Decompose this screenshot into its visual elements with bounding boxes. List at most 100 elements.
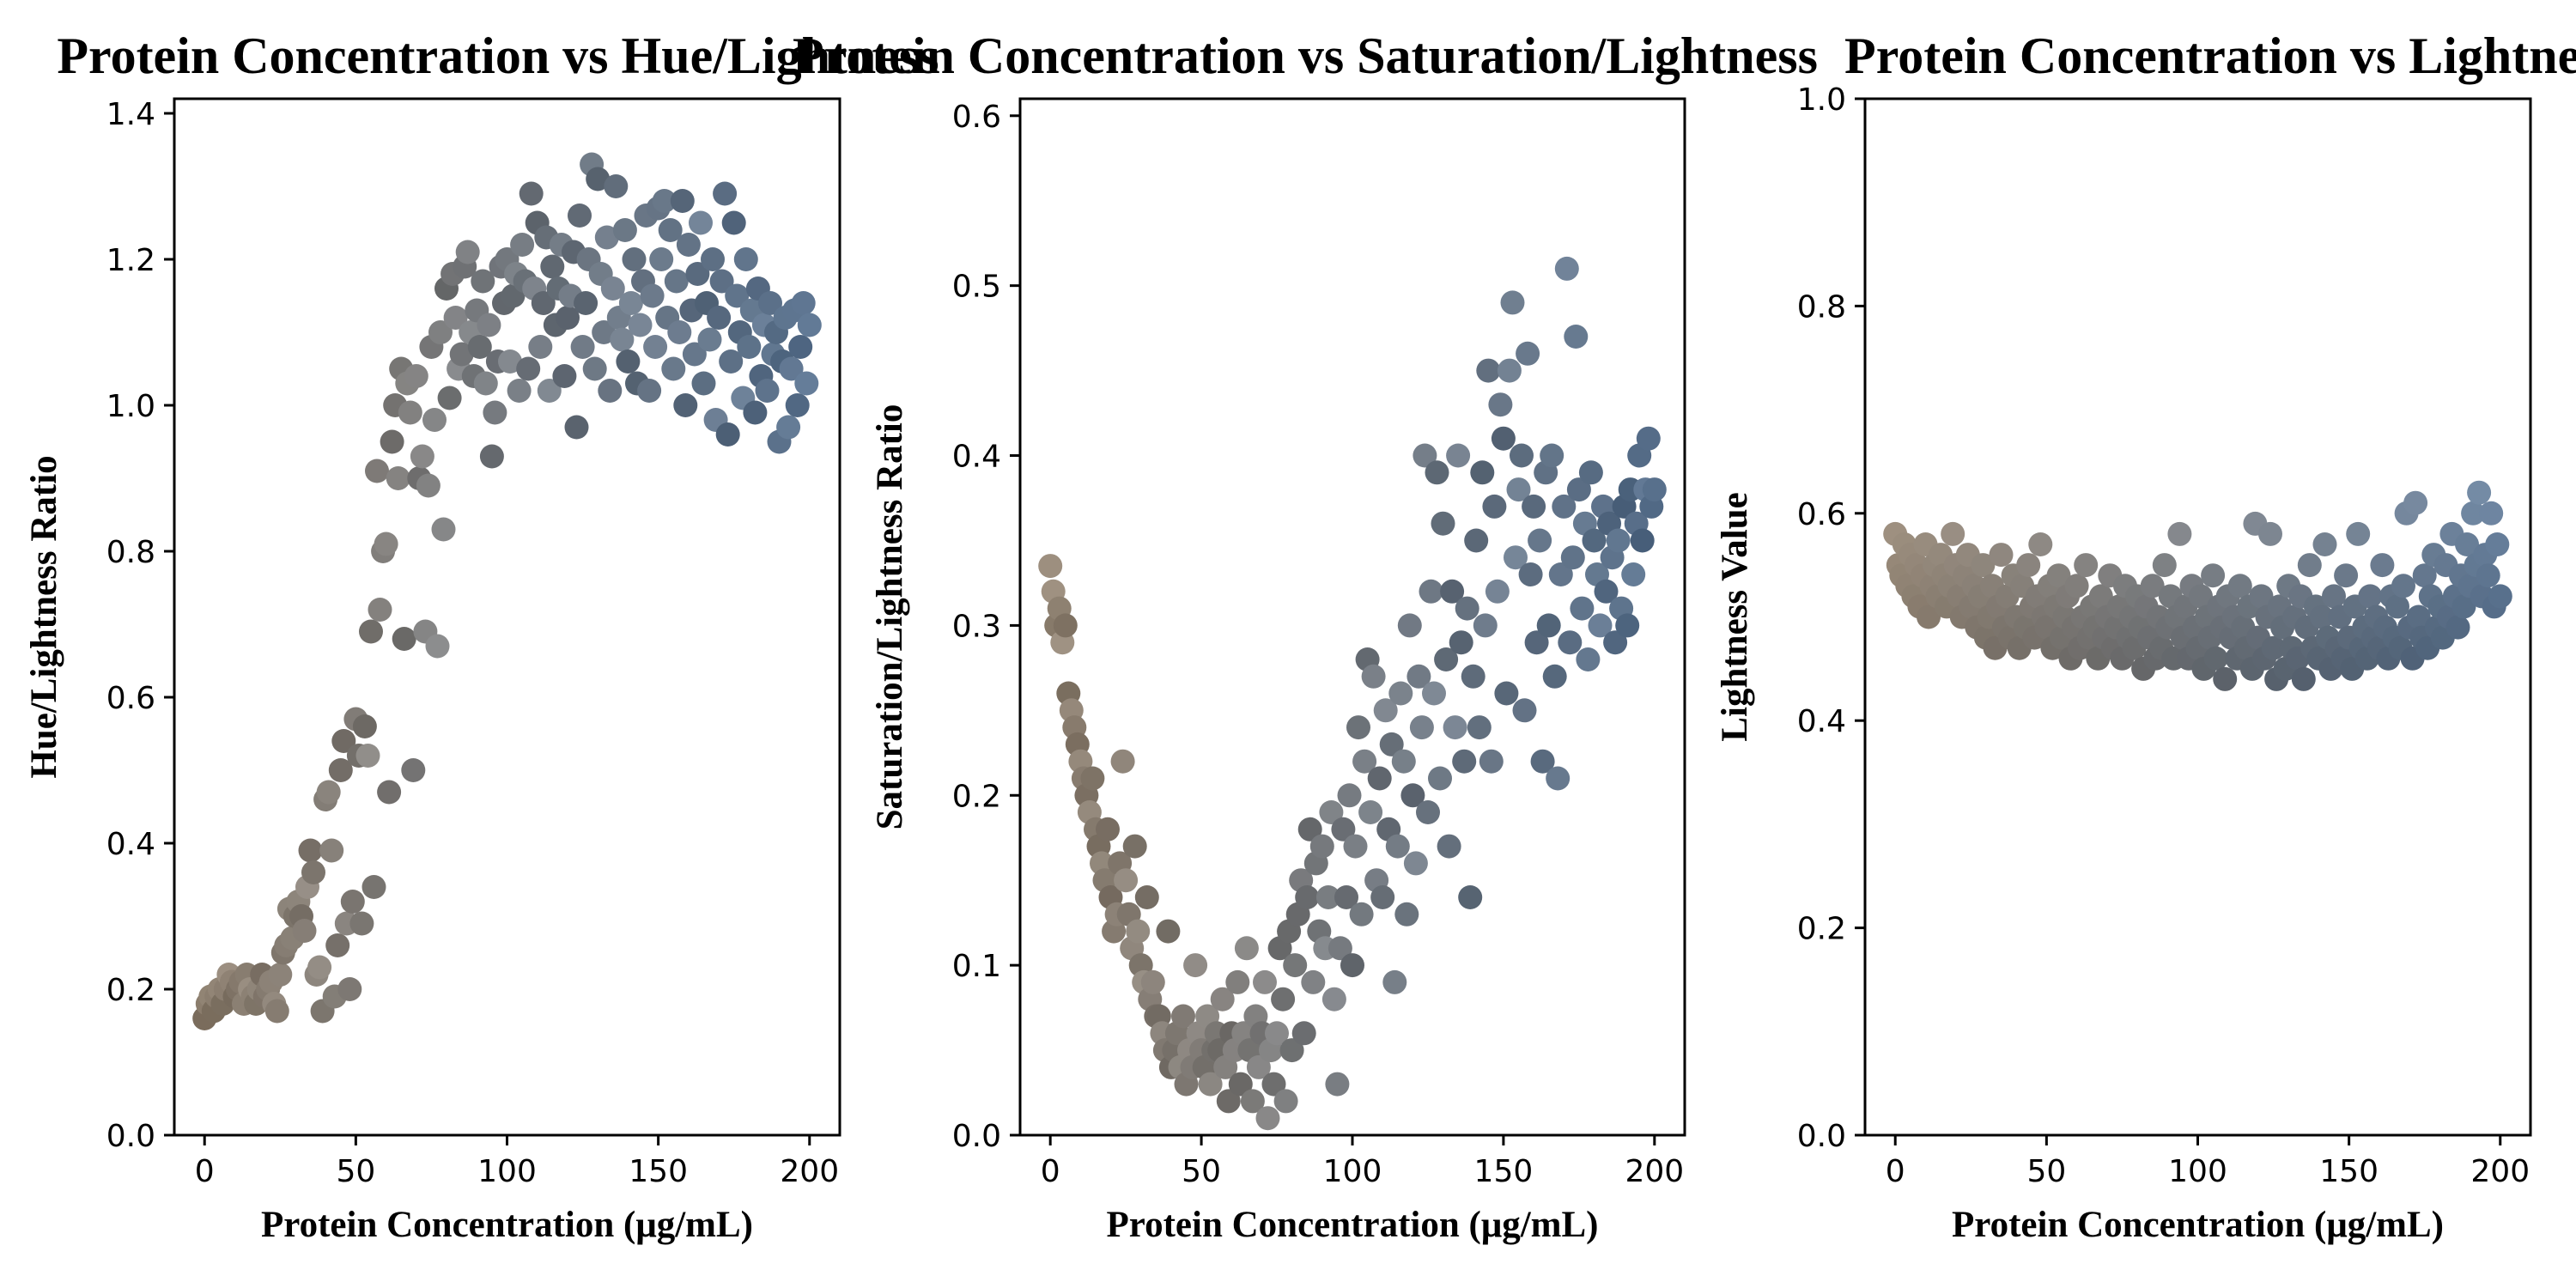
scatter-point	[1510, 443, 1534, 468]
scatter-point	[628, 313, 653, 337]
y-tick-label: 0.6	[1797, 497, 1846, 532]
y-tick-label: 0.5	[952, 270, 1001, 305]
x-tick-label: 150	[2319, 1154, 2379, 1189]
scatter-point	[1352, 749, 1377, 774]
scatter-point	[713, 181, 738, 206]
scatter-point	[2291, 666, 2316, 691]
scatter-point	[682, 342, 707, 367]
y-tick-label: 0.0	[106, 1119, 155, 1154]
scatter-point	[1636, 426, 1661, 451]
scatter-point	[386, 466, 410, 490]
scatter-point	[2064, 574, 2089, 598]
scatter-point	[377, 780, 402, 805]
scatter-point	[1449, 630, 1473, 655]
scatter-point	[616, 349, 641, 374]
scatter-point	[552, 364, 577, 388]
scatter-point	[788, 335, 813, 359]
scatter-point	[1506, 477, 1531, 502]
scatter-point	[1325, 1072, 1350, 1097]
scatter-point	[2074, 553, 2099, 578]
chart-title: Protein Concentration vs Hue/Lightness	[57, 27, 939, 84]
scatter-point	[1255, 1106, 1280, 1131]
scatter-point	[685, 262, 710, 286]
scatter-point	[1440, 579, 1465, 604]
scatter-point	[691, 371, 716, 396]
scatter-point	[1114, 868, 1139, 893]
scatter-point	[737, 335, 762, 359]
x-tick-label: 50	[2026, 1154, 2066, 1189]
scatter-point	[574, 291, 598, 315]
scatter-point	[1512, 698, 1537, 723]
scatter-point	[2476, 563, 2500, 588]
y-tick-label: 0.8	[106, 535, 155, 570]
scatter-point	[1485, 579, 1510, 604]
scatter-point	[2488, 584, 2512, 609]
scatter-point	[1403, 851, 1428, 876]
scatter-point	[779, 356, 804, 381]
scatter-point	[1642, 477, 1667, 502]
scatter-point	[791, 291, 816, 315]
scatter-point	[676, 233, 701, 257]
scatter-point	[325, 933, 350, 957]
scatter-point	[1558, 630, 1583, 655]
scatter-point	[1391, 749, 1416, 774]
scatter-point	[776, 415, 801, 440]
scatter-point	[1971, 553, 1996, 578]
x-tick-label: 150	[1474, 1154, 1534, 1189]
scatter-point	[1425, 460, 1449, 485]
scatter-point	[2370, 553, 2395, 578]
scatter-point	[1126, 919, 1151, 944]
scatter-point	[2167, 521, 2192, 546]
scatter-point	[1315, 885, 1340, 909]
x-tick-label: 0	[1886, 1154, 1905, 1189]
scatter-point	[1989, 543, 2014, 568]
scatter-point	[1240, 1089, 1265, 1114]
scatter-point	[733, 247, 758, 271]
scatter-point	[637, 379, 662, 403]
scatter-point	[437, 386, 462, 410]
scatter-point	[2412, 563, 2437, 588]
y-tick-label: 0.0	[952, 1119, 1001, 1154]
scatter-point	[1340, 953, 1364, 978]
scatter-point	[2358, 584, 2383, 609]
scatter-point	[1337, 783, 1362, 808]
scatter-point	[1321, 987, 1346, 1012]
scatter-point	[670, 189, 695, 213]
scatter-point	[298, 838, 323, 863]
scatter-point	[673, 393, 698, 417]
scatter-point	[667, 320, 692, 344]
scatter-point	[758, 291, 782, 315]
y-tick-label: 0.4	[106, 827, 155, 862]
y-tick-label: 0.0	[1797, 1119, 1846, 1154]
scatter-point	[2406, 605, 2431, 629]
scatter-point	[2297, 553, 2322, 578]
x-tick-label: 150	[629, 1154, 688, 1189]
scatter-point	[1528, 528, 1552, 553]
scatter-point	[349, 911, 374, 936]
scatter-point	[1491, 426, 1516, 451]
scatter-point	[1210, 987, 1235, 1012]
x-axis-label: Protein Concentration (μg/mL)	[1952, 1205, 2444, 1245]
scatter-point	[1458, 885, 1483, 909]
scatter-point	[1382, 969, 1407, 994]
scatter-point	[2203, 646, 2228, 671]
scatter-point	[1630, 528, 1655, 553]
x-tick-label: 0	[195, 1154, 215, 1189]
scatter-point	[1309, 834, 1334, 859]
scatter-point	[1379, 732, 1404, 756]
scatter-point	[1540, 443, 1564, 468]
scatter-point	[640, 283, 665, 308]
chart-panel-hue-lightness: 0 50 100 150 200 0.0 0.2 0.4 0.6 0.8 1.0 1.2 1.4 Prot…	[24, 27, 939, 1245]
scatter-point	[1522, 494, 1546, 519]
scatter-point	[540, 254, 565, 279]
x-tick-label: 50	[1182, 1154, 1221, 1189]
scatter-point	[1053, 613, 1078, 638]
chart-title: Protein Concentration vs Lightness	[1844, 27, 2576, 84]
scatter-point	[1253, 969, 1277, 994]
x-axis-label: Protein Concentration (μg/mL)	[1107, 1205, 1599, 1245]
scatter-point	[1566, 477, 1591, 502]
y-axis-label: Hue/Lightness Ratio	[24, 455, 64, 778]
scatter-point	[264, 999, 289, 1024]
scatter-point	[1431, 511, 1455, 536]
scatter-point	[755, 379, 780, 403]
